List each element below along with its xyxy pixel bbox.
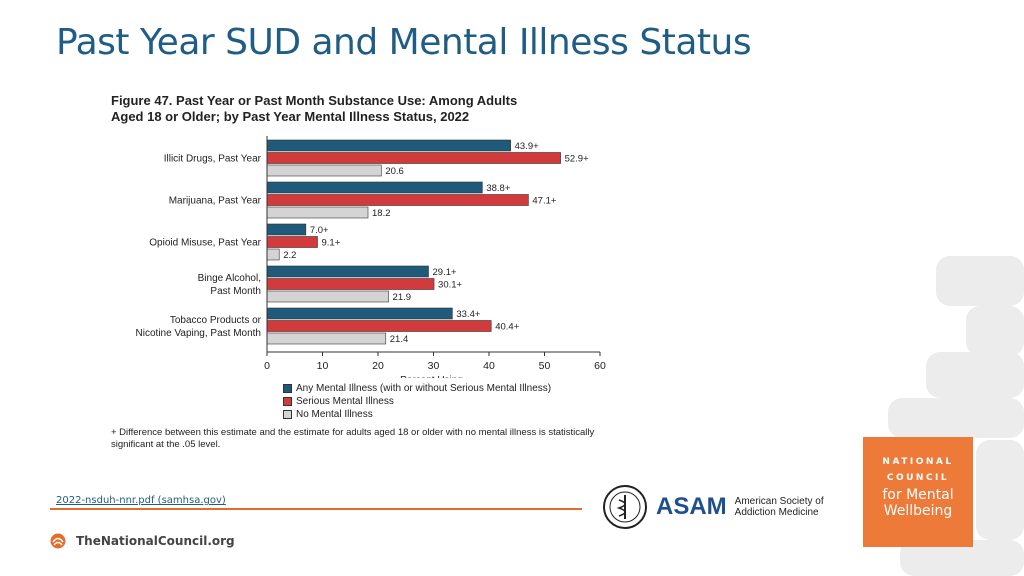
nc-logo-line-3: for Mental	[882, 487, 954, 503]
data-label-none-2: 2.2	[283, 250, 296, 261]
nc-logo-line-4: Wellbeing	[883, 503, 953, 519]
asam-subtitle-line-2: Addiction Medicine	[734, 507, 819, 518]
x-tick-label-50: 50	[539, 360, 551, 372]
bar-serious-4	[266, 320, 492, 332]
bar-any-0	[266, 139, 511, 152]
bar-serious-0	[266, 152, 561, 164]
decor-shape-5	[976, 440, 1024, 540]
asam-subtitle-line-1: American Society of	[734, 496, 824, 507]
legend-item-any: Any Mental Illness (with or without Seri…	[283, 382, 551, 395]
bar-none-2	[266, 248, 280, 261]
national-council-logo: NATIONAL COUNCIL for Mental Wellbeing	[863, 437, 973, 547]
data-label-any-2: 7.0+	[310, 225, 329, 236]
data-label-none-1: 18.2	[372, 208, 391, 219]
x-tick-label-30: 30	[428, 360, 440, 372]
national-council-mark-icon	[50, 533, 66, 549]
page-title: Past Year SUD and Mental Illness Status	[56, 22, 752, 63]
footer-branding: TheNationalCouncil.org	[50, 533, 235, 549]
x-tick-label-40: 40	[483, 360, 495, 372]
bar-any-2	[266, 223, 307, 236]
legend-label-none: No Mental Illness	[296, 409, 373, 420]
x-axis-title: Percent Using	[400, 375, 463, 378]
category-label-3-0: Binge Alcohol,	[198, 273, 261, 284]
decor-shape-2	[966, 306, 1024, 356]
bar-none-1	[266, 206, 369, 219]
figure-title-line-2: Aged 18 or Older; by Past Year Mental Il…	[111, 109, 470, 124]
nc-logo-line-2: COUNCIL	[886, 473, 950, 483]
legend-swatch-none	[283, 410, 292, 419]
bar-serious-2	[266, 236, 318, 248]
x-tick-label-10: 10	[317, 360, 329, 372]
data-label-any-0: 43.9+	[515, 141, 539, 152]
category-label-0-0: Illicit Drugs, Past Year	[164, 154, 262, 165]
divider-rule	[50, 508, 582, 510]
data-label-serious-2: 9.1+	[322, 238, 341, 249]
decor-shape-3	[926, 352, 1024, 398]
figure-title: Figure 47. Past Year or Past Month Subst…	[111, 93, 631, 125]
category-label-2-0: Opioid Misuse, Past Year	[149, 238, 261, 249]
bar-any-4	[266, 307, 453, 320]
x-tick-label-0: 0	[264, 360, 270, 372]
decor-shape-4	[888, 398, 1024, 438]
data-label-any-1: 38.8+	[486, 183, 510, 194]
bar-chart: 43.9+ 52.9+ 20.6 Illicit Drugs, Past Year 38…	[136, 136, 606, 378]
data-label-serious-1: 47.1+	[532, 196, 556, 207]
asam-wordmark: ASAM	[656, 493, 727, 520]
bar-none-4	[266, 332, 387, 345]
legend-swatch-serious	[283, 397, 292, 406]
chart-footnote: + Difference between this estimate and t…	[111, 427, 595, 450]
category-label-4-1: Nicotine Vaping, Past Month	[136, 328, 261, 339]
chart-legend: Any Mental Illness (with or without Seri…	[283, 382, 551, 421]
data-label-none-4: 21.4	[390, 334, 409, 345]
bar-serious-3	[266, 278, 435, 290]
data-label-none-3: 21.9	[393, 292, 412, 303]
bar-any-1	[266, 181, 483, 194]
bar-none-0	[266, 164, 382, 177]
source-link[interactable]: 2022-nsduh-nnr.pdf (samhsa.gov)	[56, 495, 226, 506]
asam-logo: ASAM American Society of Addiction Medic…	[602, 484, 824, 530]
legend-swatch-any	[283, 384, 292, 393]
x-tick-label-20: 20	[372, 360, 384, 372]
bar-none-3	[266, 290, 389, 303]
data-label-serious-0: 52.9+	[565, 154, 589, 165]
category-label-3-1: Past Month	[210, 286, 261, 297]
figure-title-line-1: Figure 47. Past Year or Past Month Subst…	[111, 93, 518, 108]
legend-item-serious: Serious Mental Illness	[283, 395, 551, 408]
x-tick-label-60: 60	[594, 360, 606, 372]
asam-seal-icon	[603, 485, 647, 529]
nc-logo-line-1: NATIONAL	[882, 457, 954, 467]
data-label-none-0: 20.6	[385, 166, 404, 177]
decor-shape-1	[936, 256, 1024, 306]
footer-org-url[interactable]: TheNationalCouncil.org	[76, 534, 235, 548]
data-label-any-4: 33.4+	[456, 309, 480, 320]
asam-subtitle: American Society of Addiction Medicine	[735, 496, 824, 518]
category-label-1-0: Marijuana, Past Year	[169, 196, 262, 207]
bar-serious-1	[266, 194, 529, 206]
bar-any-3	[266, 265, 429, 278]
data-label-serious-4: 40.4+	[495, 322, 519, 333]
legend-label-serious: Serious Mental Illness	[296, 396, 394, 407]
data-label-serious-3: 30.1+	[438, 280, 462, 291]
category-label-4-0: Tobacco Products or	[170, 315, 262, 326]
legend-item-none: No Mental Illness	[283, 408, 551, 421]
legend-label-any: Any Mental Illness (with or without Seri…	[296, 383, 552, 394]
data-label-any-3: 29.1+	[433, 267, 457, 278]
